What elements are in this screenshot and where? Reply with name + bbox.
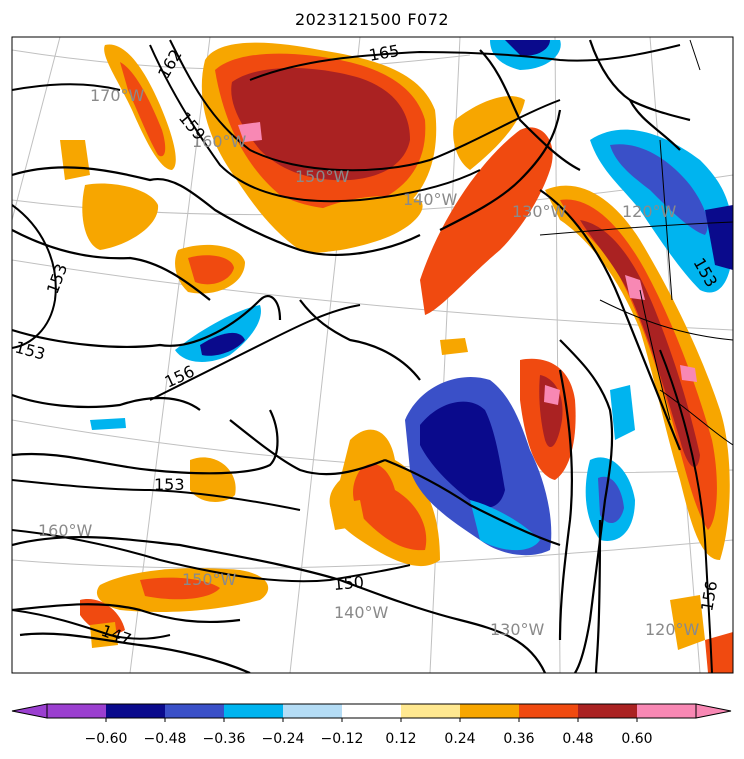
colorbar-cell xyxy=(106,704,165,718)
positive-anomaly-south xyxy=(80,429,440,648)
lon-label-160w-south: 160°W xyxy=(38,521,93,540)
colorbar-tick-label: −0.60 xyxy=(85,731,128,747)
lon-label-120w-north: 120°W xyxy=(622,202,677,221)
colorbar-cell xyxy=(165,704,224,718)
colorbar-cell xyxy=(401,704,460,718)
colorbar-cell xyxy=(637,704,696,718)
colorbar-extend-low xyxy=(11,703,48,719)
lon-label-120w-south: 120°W xyxy=(645,620,700,639)
lon-label-130w-north: 130°W xyxy=(512,202,567,221)
lon-label-150w-north: 150°W xyxy=(295,167,350,186)
positive-anomaly-east xyxy=(545,185,733,673)
contour-label-150: 150 xyxy=(333,572,365,594)
coastlines xyxy=(12,39,691,673)
lon-label-160w-north: 160°W xyxy=(192,132,247,151)
borders xyxy=(539,39,733,446)
negative-anomaly-areas xyxy=(90,40,733,556)
colorbar-cell xyxy=(519,704,578,718)
colorbar-tick-label: 0.36 xyxy=(503,731,534,747)
colorbar-cell xyxy=(47,704,106,718)
colorbar-tick-label: 0.24 xyxy=(444,731,475,747)
map-frame xyxy=(11,36,734,674)
colorbar-tick-label: −0.48 xyxy=(144,731,187,747)
height-contours xyxy=(12,39,713,673)
colorbar-cell xyxy=(578,704,637,718)
lon-label-170w: 170°W xyxy=(90,86,145,105)
colorbar-tick-label: 0.60 xyxy=(621,731,652,747)
colorbar-tick-label: 0.48 xyxy=(562,731,593,747)
lon-label-150w-south: 150°W xyxy=(182,570,237,589)
contour-label-153-south: 153 xyxy=(154,475,185,494)
lon-label-140w-south: 140°W xyxy=(334,603,389,622)
colorbar-extend-high xyxy=(695,703,732,719)
colorbar-tick-label: −0.12 xyxy=(321,731,364,747)
positive-anomaly-nw-streak xyxy=(60,44,245,294)
colorbar-tick-label: 0.12 xyxy=(385,731,416,747)
colorbar-cell xyxy=(283,704,342,718)
colorbar-tick-label: −0.36 xyxy=(203,731,246,747)
colorbar: −0.60 −0.48 −0.36 −0.24 −0.12 0.12 0.24 … xyxy=(11,703,732,747)
colorbar-tick-label: −0.24 xyxy=(262,731,305,747)
colorbar-cell xyxy=(460,704,519,718)
figure-title: 2023121500 F072 xyxy=(294,10,450,29)
lon-label-140w-north: 140°W xyxy=(403,190,458,209)
lon-label-130w-south: 130°W xyxy=(490,620,545,639)
colorbar-frame xyxy=(46,703,697,719)
colorbar-cell xyxy=(224,704,283,718)
colorbar-cell xyxy=(342,704,401,718)
